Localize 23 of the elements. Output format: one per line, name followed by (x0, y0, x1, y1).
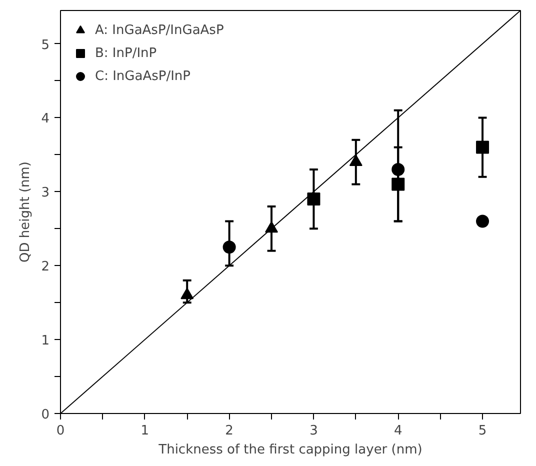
x-tick-label: 0 (56, 424, 65, 438)
legend-label: C: InGaAsP/InP (95, 68, 191, 84)
y-tick-label: 4 (41, 112, 50, 127)
y-tick-label: 5 (41, 38, 50, 53)
y-tick-label: 0 (41, 408, 50, 422)
y-tick-label: 2 (41, 260, 50, 275)
legend-label: B: InP/InP (95, 46, 157, 60)
y-tick-label: 3 (41, 186, 50, 201)
x-axis-title: Thickness of the first capping layer (nm) (158, 442, 422, 458)
y-axis-title: QD height (nm) (18, 161, 34, 262)
point (392, 162, 405, 176)
x-tick-label: 2 (225, 424, 234, 438)
x-tick-label: 3 (310, 424, 318, 438)
point (307, 192, 320, 206)
x-tick-label: 5 (478, 424, 487, 438)
legend-label: A: InGaAsP/InGaAsP (95, 22, 224, 38)
y-tick-label: 1 (41, 334, 50, 349)
point (476, 140, 490, 154)
point (180, 288, 194, 300)
point (222, 240, 236, 254)
x-tick-label: 1 (140, 424, 150, 438)
x-tick-label: 4 (394, 424, 402, 438)
point (476, 214, 490, 228)
